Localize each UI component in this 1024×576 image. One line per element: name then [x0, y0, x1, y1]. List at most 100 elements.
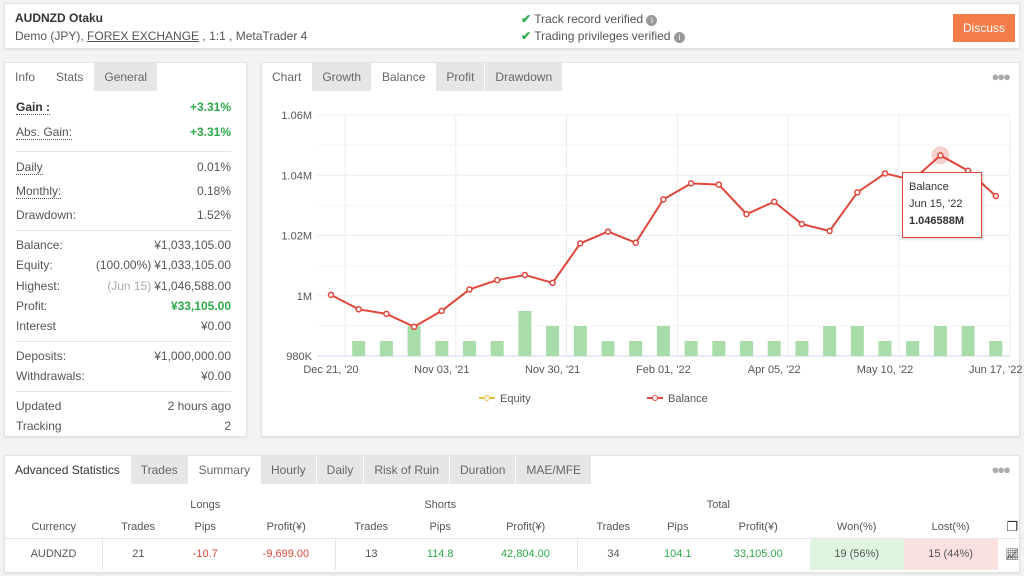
- tab-duration[interactable]: Duration: [450, 456, 517, 484]
- more-options-icon[interactable]: ●●●: [991, 69, 1011, 84]
- column-header[interactable]: Trades: [354, 520, 389, 533]
- tab-hourly[interactable]: Hourly: [260, 456, 317, 484]
- stat-value-wrap: +3.31%: [190, 125, 231, 140]
- more-options-icon[interactable]: ●●●: [991, 462, 1011, 477]
- divider: [15, 230, 231, 231]
- tab-trades[interactable]: Trades: [130, 456, 189, 484]
- stat-label: Balance:: [16, 238, 63, 252]
- table-cell: 42,804.00: [500, 548, 550, 561]
- account-info: Demo (JPY), FOREX EXCHANGE , 1:1 , MetaT…: [15, 29, 307, 43]
- tab-daily[interactable]: Daily: [316, 456, 365, 484]
- tab-drawdown[interactable]: Drawdown: [485, 63, 564, 91]
- tab-advanced-statistics[interactable]: Advanced Statistics: [5, 456, 131, 484]
- stats-panel: Info Stats General Gain : +3.31% Abs. Gain…: [4, 62, 247, 437]
- stat-value: ¥1,033,105.00: [154, 238, 231, 252]
- tooltip-series: Balance: [909, 181, 949, 193]
- table-cell: 114.8: [426, 548, 454, 561]
- stat-label: Deposits:: [16, 349, 67, 363]
- column-header[interactable]: Currency: [31, 520, 77, 533]
- table-cell: 15 (44%): [903, 538, 998, 570]
- column-header[interactable]: Trades: [596, 520, 631, 533]
- stat-row: Gain : +3.31%: [16, 100, 231, 115]
- stat-row: Daily 0.01%: [16, 160, 231, 175]
- table-cell: -9,699.00: [262, 548, 310, 561]
- tab-growth[interactable]: Growth: [312, 63, 373, 91]
- table-cell: 21: [101, 538, 174, 570]
- stat-label: Drawdown:: [16, 208, 77, 222]
- table-cell: 34: [577, 538, 649, 570]
- info-icon[interactable]: i: [646, 15, 658, 26]
- tab-chart[interactable]: Chart: [262, 63, 313, 91]
- account-details: , 1:1 , MetaTrader 4: [202, 29, 308, 43]
- stat-value-wrap: 1.52%: [197, 208, 231, 222]
- track-record-status: ✔ Track record verified i: [521, 12, 658, 26]
- check-icon: ✔: [521, 12, 532, 26]
- column-header[interactable]: Pips: [194, 520, 216, 533]
- stat-value: +3.31%: [189, 125, 231, 139]
- chart-tooltip: Balance Jun 15, '22 1.046588M: [902, 172, 982, 238]
- column-header[interactable]: Profit(¥): [266, 520, 306, 533]
- table-row: AUDNZD 21 -10.7 -9,699.00 13 114.8 42,804.00 34…: [5, 538, 1024, 570]
- discuss-button[interactable]: Discuss: [953, 14, 1015, 42]
- column-header[interactable]: Profit(¥): [506, 520, 546, 533]
- stat-row: Withdrawals: ¥0.00: [16, 369, 231, 383]
- summary-table: Longs Shorts Total Currency Trades Pips Pro…: [5, 494, 1024, 570]
- copy-icon[interactable]: ❐: [1006, 518, 1019, 534]
- chart-panel: Chart Growth Balance Profit Drawdown ●●●: [261, 62, 1020, 437]
- column-header[interactable]: Trades: [121, 520, 155, 533]
- tab-balance[interactable]: Balance: [372, 63, 437, 91]
- stat-note: (Jun 15): [107, 279, 152, 293]
- column-header[interactable]: Won(%): [836, 520, 877, 533]
- stat-value: ¥0.00: [200, 369, 231, 383]
- stat-label: Profit:: [16, 299, 48, 313]
- stat-row: Profit: ¥33,105.00: [16, 299, 231, 313]
- column-header-row: Currency Trades Pips Profit(¥) Trades Pips Pro…: [5, 516, 1024, 538]
- column-header[interactable]: Profit(¥): [738, 520, 778, 533]
- column-header[interactable]: Pips: [429, 520, 451, 533]
- account-type: Demo (JPY),: [15, 29, 84, 43]
- tab-risk-of-ruin[interactable]: Risk of Ruin: [364, 456, 451, 484]
- group-shorts: Shorts: [424, 499, 457, 511]
- advanced-statistics-panel: Advanced Statistics Trades Summary Hourly Da…: [4, 455, 1024, 573]
- column-header[interactable]: Pips: [667, 520, 689, 533]
- stat-value: ¥1,033,105.00: [154, 258, 231, 272]
- stat-value-wrap: +3.31%: [190, 100, 231, 115]
- stat-row: Monthly: 0.18%: [16, 184, 231, 199]
- stat-value: ¥1,046,588.00: [154, 279, 231, 293]
- stat-value: ¥1,000,000.00: [154, 349, 231, 363]
- chart-icon[interactable]: 📈︎: [1005, 548, 1020, 561]
- tab-profit[interactable]: Profit: [436, 63, 486, 91]
- stat-row: Updated 2 hours ago: [16, 399, 231, 413]
- tab-summary[interactable]: Summary: [188, 456, 261, 484]
- stat-value-wrap: ¥1,000,000.00: [154, 349, 231, 363]
- stat-value-wrap: 2 hours ago: [168, 399, 231, 413]
- table-cell: 13: [335, 538, 407, 570]
- divider: [15, 391, 231, 392]
- group-longs: Longs: [190, 499, 221, 511]
- stat-value: 2: [224, 419, 231, 433]
- table-cell: 19 (56%): [809, 538, 904, 570]
- tab-info[interactable]: Info: [5, 63, 47, 91]
- stat-label: Withdrawals:: [16, 369, 85, 383]
- stat-row: Drawdown: 1.52%: [16, 208, 231, 222]
- stat-row: Tracking 2: [16, 419, 231, 433]
- stat-row: Deposits: ¥1,000,000.00: [16, 349, 231, 363]
- stat-label: Updated: [16, 399, 62, 413]
- stat-label: Highest:: [16, 279, 61, 293]
- stat-label: Daily: [16, 160, 43, 175]
- stat-value-wrap: 0.18%: [197, 184, 231, 199]
- table-cell: AUDNZD: [30, 548, 77, 561]
- table-cell: 104.1: [664, 548, 692, 561]
- tab-general[interactable]: General: [94, 63, 159, 91]
- tab-mae-mfe[interactable]: MAE/MFE: [516, 456, 593, 484]
- stat-value-wrap: 2: [224, 419, 231, 433]
- column-header[interactable]: Lost(%): [931, 520, 970, 533]
- broker-link[interactable]: FOREX EXCHANGE: [87, 29, 200, 43]
- table-cell: -10.7: [192, 548, 218, 561]
- stat-value: ¥0.00: [200, 319, 231, 333]
- tab-stats[interactable]: Stats: [46, 63, 95, 91]
- divider: [15, 341, 231, 342]
- info-icon[interactable]: i: [673, 32, 685, 43]
- stat-label: Equity:: [16, 258, 53, 272]
- group-header-row: Longs Shorts Total: [5, 494, 1024, 516]
